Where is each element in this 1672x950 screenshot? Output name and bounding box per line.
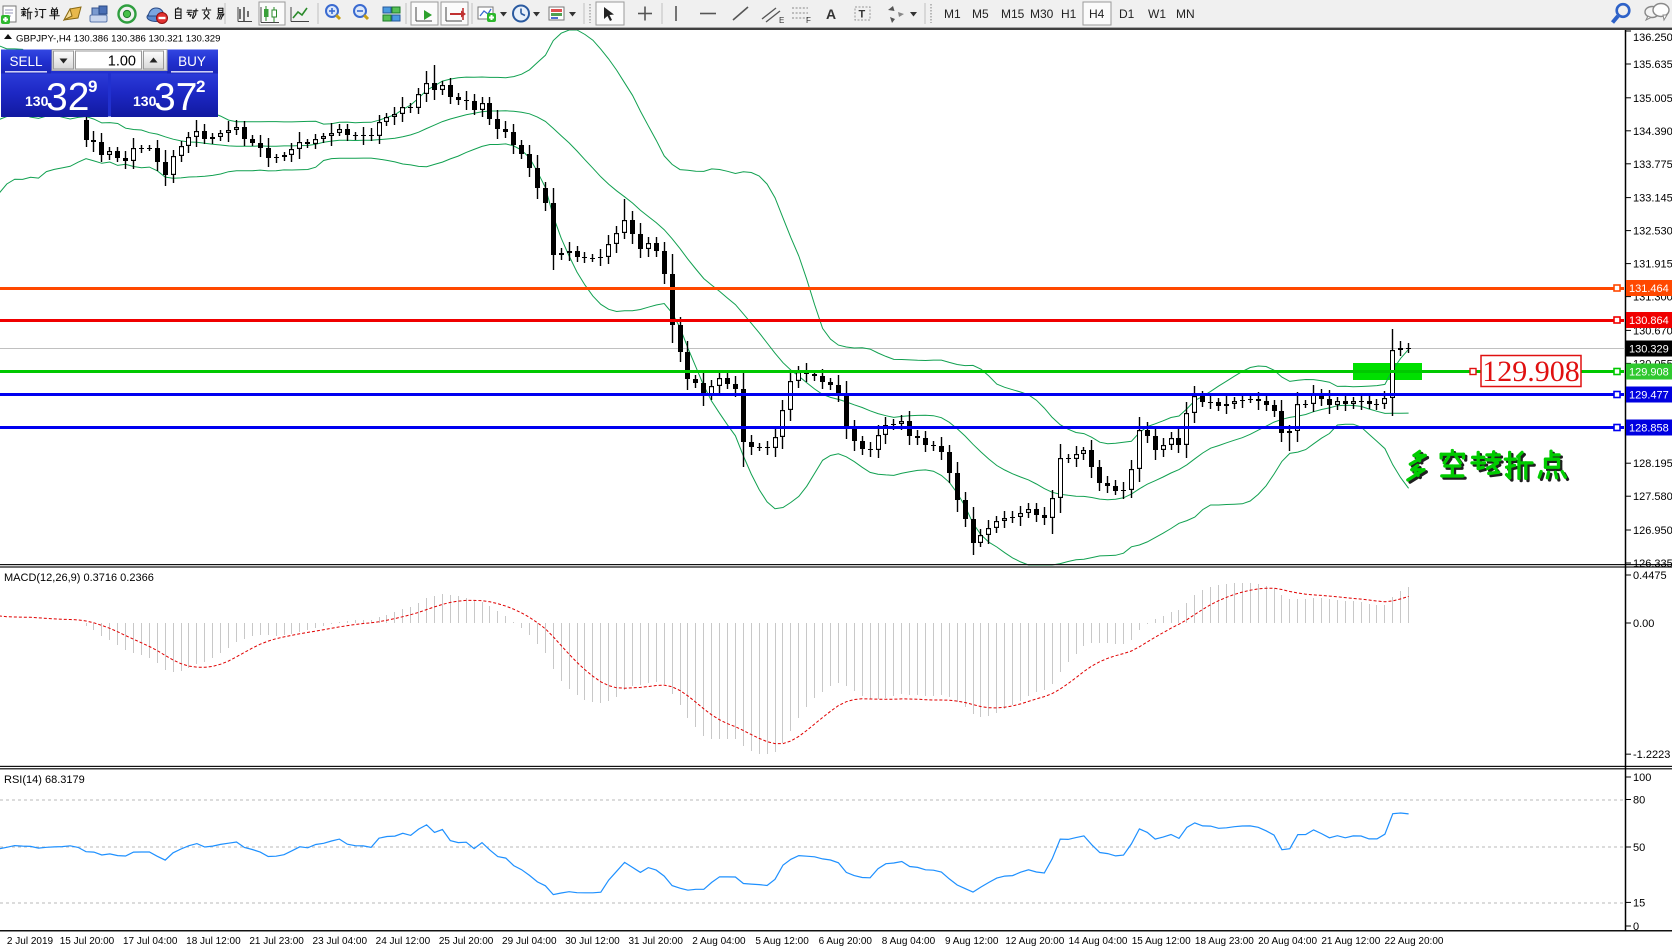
svg-text:GBPJPY-,H4 130.386 130.386 13: GBPJPY-,H4 130.386 130.386 130.321 130.3… bbox=[16, 34, 220, 45]
svg-text:1.00: 1.00 bbox=[108, 54, 136, 70]
svg-text:W1: W1 bbox=[1148, 7, 1166, 21]
svg-text:-1.2223: -1.2223 bbox=[1633, 749, 1670, 761]
svg-text:24 Jul 12:00: 24 Jul 12:00 bbox=[376, 936, 431, 947]
svg-text:8 Aug 04:00: 8 Aug 04:00 bbox=[882, 936, 936, 947]
svg-text:37: 37 bbox=[154, 76, 197, 119]
svg-text:133.145: 133.145 bbox=[1633, 193, 1672, 205]
svg-text:131.915: 131.915 bbox=[1633, 259, 1672, 271]
svg-text:BUY: BUY bbox=[178, 54, 206, 69]
svg-text:18 Aug 23:00: 18 Aug 23:00 bbox=[1195, 936, 1254, 947]
svg-text:H1: H1 bbox=[1061, 7, 1077, 21]
svg-text:M5: M5 bbox=[972, 7, 989, 21]
svg-text:15 Jul 20:00: 15 Jul 20:00 bbox=[60, 936, 115, 947]
svg-text:MACD(12,26,9) 0.3716 0.2366: MACD(12,26,9) 0.3716 0.2366 bbox=[4, 572, 154, 584]
svg-text:18 Jul 12:00: 18 Jul 12:00 bbox=[186, 936, 241, 947]
svg-text:20 Aug 04:00: 20 Aug 04:00 bbox=[1258, 936, 1317, 947]
svg-text:9 Aug 12:00: 9 Aug 12:00 bbox=[945, 936, 999, 947]
svg-text:SELL: SELL bbox=[9, 54, 43, 69]
svg-text:29 Jul 04:00: 29 Jul 04:00 bbox=[502, 936, 557, 947]
svg-text:23 Jul 04:00: 23 Jul 04:00 bbox=[313, 936, 368, 947]
svg-text:126.335: 126.335 bbox=[1633, 558, 1672, 570]
svg-text:F: F bbox=[806, 16, 811, 25]
svg-text:6 Aug 20:00: 6 Aug 20:00 bbox=[819, 936, 873, 947]
svg-text:130: 130 bbox=[25, 93, 49, 109]
svg-text:T: T bbox=[859, 9, 866, 21]
svg-text:5 Aug 12:00: 5 Aug 12:00 bbox=[755, 936, 809, 947]
svg-text:50: 50 bbox=[1633, 842, 1645, 854]
svg-text:H4: H4 bbox=[1089, 7, 1105, 21]
svg-text:E: E bbox=[779, 16, 784, 25]
svg-text:25 Jul 20:00: 25 Jul 20:00 bbox=[439, 936, 494, 947]
svg-text:129.477: 129.477 bbox=[1629, 390, 1669, 402]
svg-text:129.908: 129.908 bbox=[1629, 367, 1669, 379]
svg-text:15: 15 bbox=[1633, 897, 1645, 909]
svg-text:2 Jul 2019: 2 Jul 2019 bbox=[7, 936, 54, 947]
svg-text:31 Jul 20:00: 31 Jul 20:00 bbox=[628, 936, 683, 947]
svg-text:127.580: 127.580 bbox=[1633, 491, 1672, 503]
svg-text:21 Jul 23:00: 21 Jul 23:00 bbox=[249, 936, 304, 947]
svg-text:0.00: 0.00 bbox=[1633, 618, 1654, 630]
svg-text:MN: MN bbox=[1176, 7, 1195, 21]
svg-text:22 Aug 20:00: 22 Aug 20:00 bbox=[1385, 936, 1444, 947]
svg-text:15 Aug 12:00: 15 Aug 12:00 bbox=[1132, 936, 1191, 947]
svg-text:135.635: 135.635 bbox=[1633, 59, 1672, 71]
svg-text:132.530: 132.530 bbox=[1633, 226, 1672, 238]
svg-text:130: 130 bbox=[133, 93, 157, 109]
svg-text:9: 9 bbox=[88, 77, 97, 96]
svg-text:131.464: 131.464 bbox=[1629, 283, 1669, 295]
svg-text:12 Aug 20:00: 12 Aug 20:00 bbox=[1005, 936, 1064, 947]
svg-text:0.4475: 0.4475 bbox=[1633, 570, 1667, 582]
svg-text:129.908: 129.908 bbox=[1482, 355, 1580, 388]
svg-text:RSI(14) 68.3179: RSI(14) 68.3179 bbox=[4, 774, 85, 786]
svg-text:135.005: 135.005 bbox=[1633, 93, 1672, 105]
svg-text:80: 80 bbox=[1633, 795, 1645, 807]
svg-text:2: 2 bbox=[196, 77, 205, 96]
svg-text:134.390: 134.390 bbox=[1633, 126, 1672, 138]
svg-text:130.864: 130.864 bbox=[1629, 315, 1669, 327]
svg-text:128.858: 128.858 bbox=[1629, 423, 1669, 435]
svg-text:100: 100 bbox=[1633, 772, 1651, 784]
svg-text:130.329: 130.329 bbox=[1629, 344, 1669, 356]
svg-text:17 Jul 04:00: 17 Jul 04:00 bbox=[123, 936, 178, 947]
svg-text:133.775: 133.775 bbox=[1633, 159, 1672, 171]
svg-text:M15: M15 bbox=[1001, 7, 1025, 21]
svg-text:21 Aug 12:00: 21 Aug 12:00 bbox=[1321, 936, 1380, 947]
svg-text:136.250: 136.250 bbox=[1633, 32, 1672, 44]
svg-text:30 Jul 12:00: 30 Jul 12:00 bbox=[565, 936, 620, 947]
svg-text:32: 32 bbox=[46, 76, 89, 119]
svg-text:128.195: 128.195 bbox=[1633, 458, 1672, 470]
svg-text:D1: D1 bbox=[1119, 7, 1135, 21]
svg-text:14 Aug 04:00: 14 Aug 04:00 bbox=[1069, 936, 1128, 947]
svg-text:0: 0 bbox=[1633, 921, 1639, 933]
svg-text:M1: M1 bbox=[944, 7, 961, 21]
svg-text:A: A bbox=[826, 6, 836, 22]
svg-text:130.670: 130.670 bbox=[1633, 325, 1672, 337]
svg-text:2 Aug 04:00: 2 Aug 04:00 bbox=[692, 936, 746, 947]
svg-text:126.950: 126.950 bbox=[1633, 525, 1672, 537]
svg-text:M30: M30 bbox=[1030, 7, 1054, 21]
